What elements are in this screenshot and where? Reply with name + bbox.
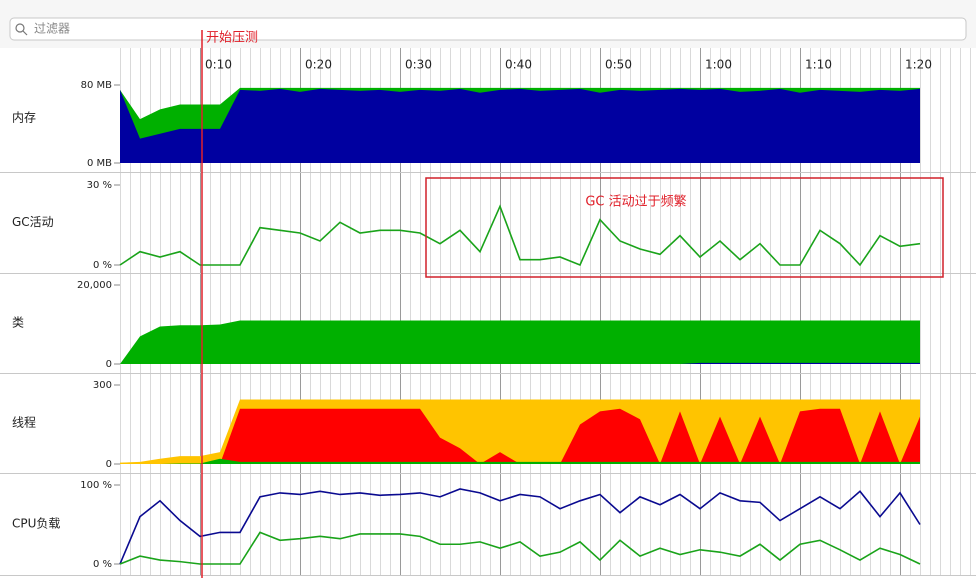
callout-box	[425, 177, 944, 278]
y-tick-label: 30 %	[87, 180, 112, 191]
area-series	[120, 458, 920, 464]
search-icon	[15, 23, 25, 33]
y-tick-label: 20,000	[77, 280, 112, 291]
panel-label: 类	[12, 316, 24, 330]
line-series	[119, 488, 921, 565]
content: 0:10 0:20 0:30 0:40 0:50 1:00 1:10 1:20 内存 0 MB 80…	[0, 48, 976, 576]
y-tick-label: 300	[93, 380, 112, 391]
area-series	[120, 88, 920, 163]
filter-box[interactable]	[9, 17, 967, 41]
x-tick-label: 0:10	[205, 58, 232, 72]
panel-label: 线程	[12, 415, 36, 430]
search-icon-handle	[22, 30, 28, 36]
x-tick-label: 0:20	[305, 58, 332, 72]
panel-label: 内存	[12, 111, 36, 125]
x-tick-label: 0:40	[505, 58, 532, 72]
y-tick-label: 100 %	[80, 480, 112, 491]
x-tick-label: 0:50	[605, 58, 632, 72]
y-tick-label: 0	[106, 459, 112, 470]
panel-label: CPU负载	[12, 517, 60, 531]
x-tick-label: 1:20	[905, 58, 932, 72]
line-series	[119, 204, 921, 267]
y-tick-label: 0	[106, 359, 112, 370]
x-tick-label: 1:00	[705, 58, 732, 72]
callout-label: GC 活动过于频繁	[585, 194, 686, 210]
y-tick-label: 0 %	[93, 260, 112, 271]
x-tick-label: 0:30	[405, 58, 432, 72]
line-series	[119, 531, 921, 565]
area-series	[120, 362, 920, 364]
start-label: 开始压测	[206, 31, 258, 46]
panel-label: GC活动	[12, 215, 54, 229]
area-series	[120, 320, 920, 364]
y-tick-label: 0 MB	[87, 158, 112, 169]
filter-placeholder: 过滤器	[34, 22, 70, 36]
area-series	[120, 408, 920, 464]
y-tick-label: 0 %	[93, 559, 112, 570]
x-tick-label: 1:10	[805, 58, 832, 72]
y-tick-label: 80 MB	[81, 80, 113, 91]
